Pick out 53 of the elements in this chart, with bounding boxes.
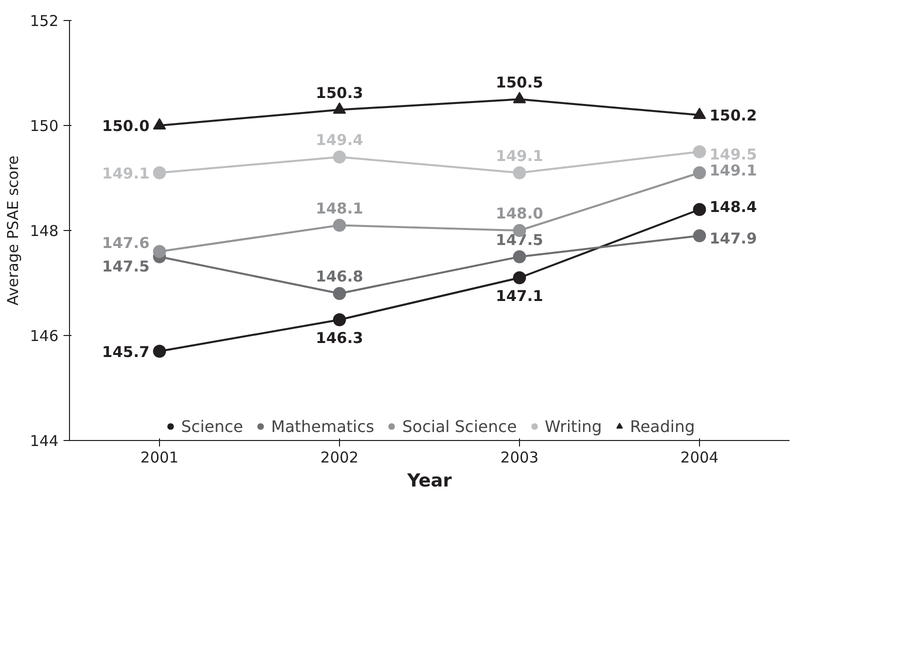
legend-label: Social Science	[402, 416, 517, 436]
point	[513, 166, 526, 180]
data-label: 149.1	[710, 161, 757, 180]
point	[693, 166, 706, 180]
data-label: 148.1	[316, 199, 364, 218]
point	[333, 313, 346, 326]
data-label: 148.0	[496, 204, 544, 222]
data-label: 145.7	[102, 342, 150, 361]
point	[693, 145, 706, 158]
y-axis-title: Average PSAE score	[4, 155, 22, 306]
point	[153, 344, 166, 358]
x-axis-title: Year	[406, 470, 452, 492]
data-label: 149.5	[710, 145, 757, 164]
data-label: 146.8	[316, 268, 364, 286]
data-label: 146.3	[316, 328, 364, 347]
data-label: 150.3	[316, 84, 364, 102]
point	[333, 102, 346, 114]
legend-label: Science	[181, 416, 244, 436]
data-label: 147.6	[102, 234, 150, 252]
y-tick-label: 144	[30, 432, 59, 450]
x-tick-label: 2003	[500, 448, 539, 466]
y-tick-label: 150	[30, 117, 59, 135]
point	[153, 118, 166, 130]
point	[333, 150, 346, 164]
legend-label: Mathematics	[271, 416, 374, 436]
point	[513, 250, 526, 264]
data-label: 147.1	[496, 286, 544, 305]
y-tick-label: 148	[30, 222, 59, 240]
point	[153, 245, 166, 258]
legend-label: Reading	[630, 416, 695, 436]
data-label: 147.9	[710, 229, 757, 248]
y-tick-label: 146	[30, 327, 59, 345]
point	[153, 166, 166, 180]
data-label: 148.4	[710, 198, 757, 216]
x-tick-label: 2001	[140, 448, 179, 466]
legend-label: Writing	[544, 416, 602, 436]
data-label: 149.4	[316, 131, 364, 149]
data-label: 150.5	[496, 73, 544, 92]
point	[693, 229, 706, 242]
point	[693, 203, 706, 216]
point	[513, 92, 526, 104]
point	[333, 218, 346, 232]
point	[693, 108, 706, 119]
point	[513, 271, 526, 284]
data-label: 149.1	[102, 164, 150, 182]
y-tick-label: 152	[30, 12, 59, 30]
data-label: 150.0	[102, 117, 150, 135]
point	[333, 287, 346, 300]
data-label: 147.5	[102, 257, 150, 276]
x-tick-label: 2002	[320, 448, 359, 466]
x-tick-label: 2004	[680, 448, 719, 466]
data-label: 149.1	[496, 146, 544, 165]
data-label: 150.2	[710, 106, 757, 124]
